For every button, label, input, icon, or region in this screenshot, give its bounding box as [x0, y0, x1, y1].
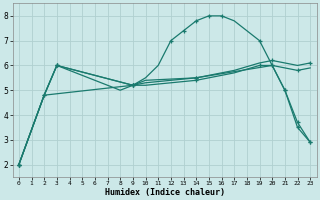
X-axis label: Humidex (Indice chaleur): Humidex (Indice chaleur): [105, 188, 225, 197]
